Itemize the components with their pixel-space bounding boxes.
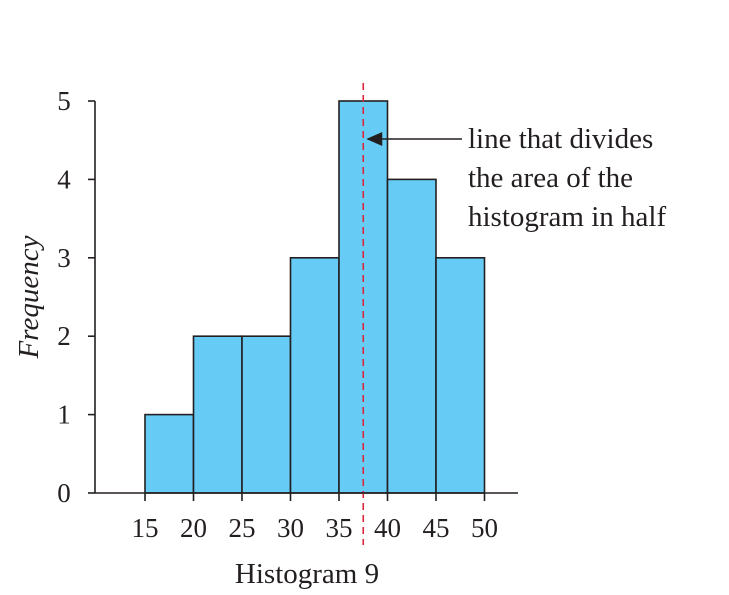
x-tick-label-15: 15 xyxy=(132,513,159,543)
annotation-line-2: the area of the xyxy=(468,162,633,194)
x-tick-label-20: 20 xyxy=(180,513,207,543)
x-tick-label-45: 45 xyxy=(423,513,450,543)
annotation-line-3: histogram in half xyxy=(468,201,666,233)
y-tick-label-1: 1 xyxy=(57,400,71,430)
y-tick-label-0: 0 xyxy=(57,478,71,508)
y-tick-label-2: 2 xyxy=(57,321,71,351)
x-axis-label: Histogram 9 xyxy=(235,558,379,590)
histogram-bar-6 xyxy=(386,178,437,494)
axes-group xyxy=(94,101,518,494)
y-tick-label-5: 5 xyxy=(57,86,71,116)
x-tick-labels: 15 20 25 30 35 40 45 50 xyxy=(132,493,498,543)
annotation-line-1: line that divides xyxy=(468,123,653,155)
y-tick-labels: 0 1 2 3 4 5 xyxy=(57,86,95,508)
histogram-bar-1 xyxy=(144,413,195,494)
histogram-bar-2 xyxy=(192,335,243,494)
histogram-bar-5 xyxy=(338,100,389,494)
x-tick-label-25: 25 xyxy=(229,513,256,543)
histogram-bar-7 xyxy=(435,256,486,494)
histogram-bar-4 xyxy=(289,256,340,494)
y-axis-label: Frequency xyxy=(13,235,45,359)
x-tick-label-35: 35 xyxy=(326,513,353,543)
y-tick-label-4: 4 xyxy=(57,164,71,194)
x-tick-label-30: 30 xyxy=(277,513,304,543)
annotation-group: line that divides the area of the histog… xyxy=(366,123,666,233)
bars-group xyxy=(144,100,486,494)
annotation-arrow-head xyxy=(366,132,383,146)
x-tick-label-50: 50 xyxy=(471,513,498,543)
x-tick-label-40: 40 xyxy=(374,513,401,543)
y-tick-label-3: 3 xyxy=(57,243,71,273)
histogram-bar-3 xyxy=(241,335,292,494)
